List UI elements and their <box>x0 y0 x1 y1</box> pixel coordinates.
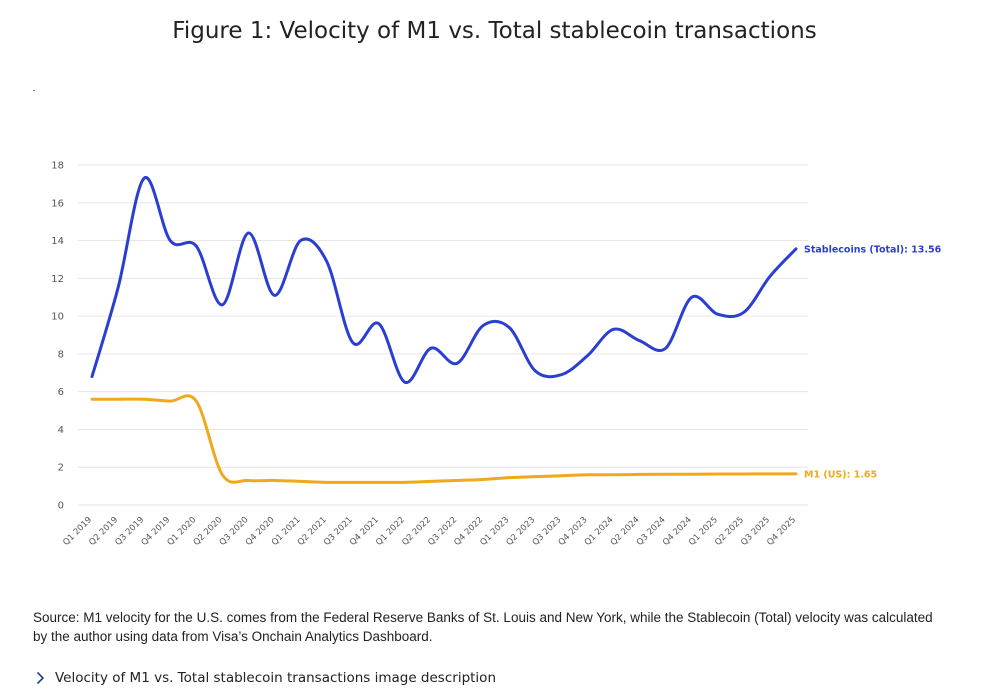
y-tick-label: 16 <box>51 198 64 209</box>
y-tick-label: 18 <box>51 161 64 172</box>
y-tick-label: 4 <box>58 425 64 436</box>
image-description-toggle[interactable]: Velocity of M1 vs. Total stablecoin tran… <box>36 670 496 686</box>
y-tick-label: 8 <box>58 349 64 360</box>
y-tick-label: 10 <box>51 312 64 323</box>
chevron-right-icon <box>36 671 45 685</box>
stablecoins-end-label: Stablecoins (Total): 13.56 <box>804 244 942 255</box>
decorative-dot <box>33 90 35 91</box>
figure-title: Figure 1: Velocity of M1 vs. Total stabl… <box>172 18 817 44</box>
y-tick-label: 14 <box>51 236 64 247</box>
x-tick-label: Q4 2025 <box>765 515 798 548</box>
y-tick-label: 6 <box>58 387 64 398</box>
stablecoins-series-line <box>90 176 798 384</box>
y-tick-label: 12 <box>51 274 64 285</box>
source-note: Source: M1 velocity for the U.S. comes f… <box>33 610 933 644</box>
y-tick-label: 0 <box>58 501 64 512</box>
image-description-label: Velocity of M1 vs. Total stablecoin tran… <box>55 670 496 686</box>
y-tick-label: 2 <box>58 463 64 474</box>
m1-end-label: M1 (US): 1.65 <box>804 469 877 480</box>
m1-series-line <box>90 394 798 484</box>
